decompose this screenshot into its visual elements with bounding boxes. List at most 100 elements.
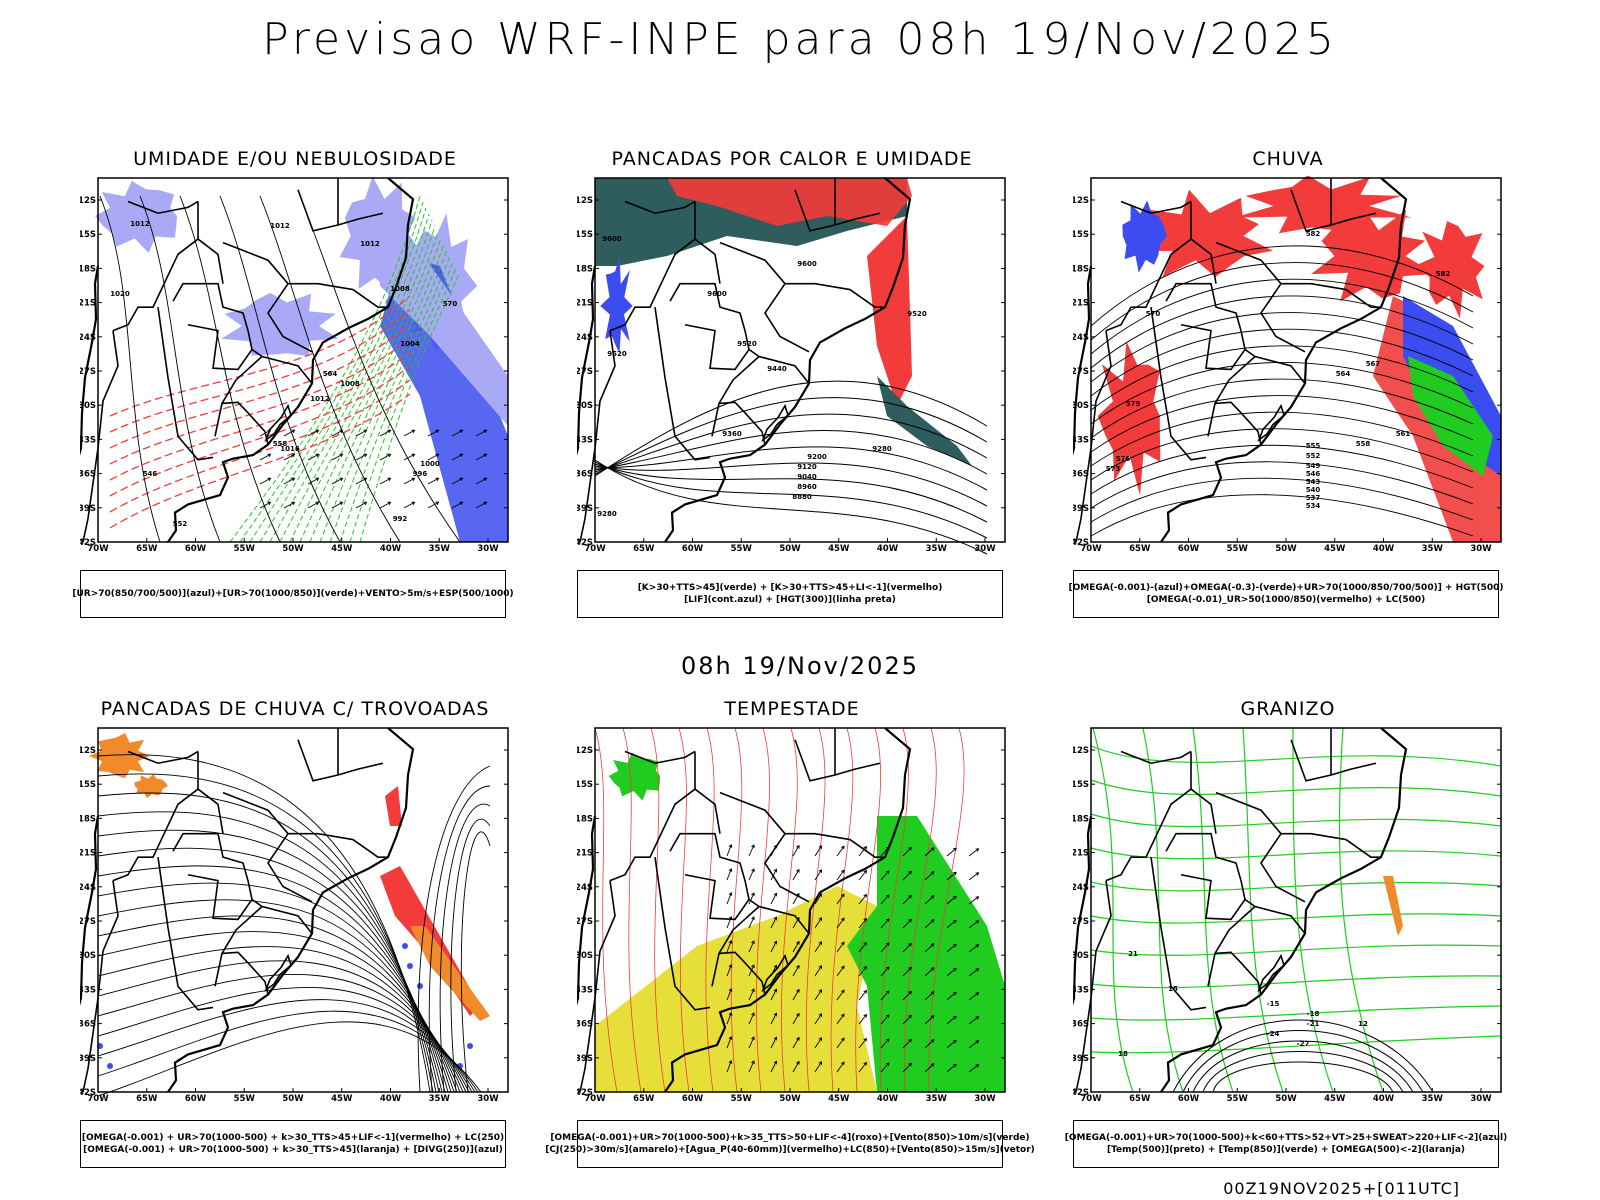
green-dashed-contour	[279, 225, 436, 543]
state-border	[719, 241, 851, 291]
panel-title: GRANIZO	[1240, 698, 1336, 720]
streamline	[97, 915, 458, 1093]
temp500-contour	[1212, 1061, 1394, 1093]
wind-vector	[968, 920, 979, 929]
wind-vector	[968, 1040, 979, 1049]
wind-vector	[924, 871, 935, 881]
wind-vector	[748, 964, 755, 977]
state-border	[261, 355, 313, 384]
lon-label: 70W	[1080, 544, 1102, 554]
lat-label: 12S	[80, 746, 96, 756]
precip-water-contour	[730, 727, 743, 1093]
state-border	[711, 905, 760, 987]
wind-vector	[880, 1014, 890, 1025]
lat-label: 27S	[577, 367, 593, 377]
lon-label: 30W	[974, 544, 996, 554]
wind-vector	[748, 1012, 755, 1025]
wind-vector	[748, 1036, 755, 1049]
wind-vector	[814, 893, 822, 905]
wind-vector	[841, 989, 845, 994]
wind-vector	[968, 1016, 979, 1025]
wind-vector	[946, 967, 957, 977]
wind-vector	[880, 1062, 890, 1073]
green-dashed-contour	[239, 201, 424, 543]
wind-vector	[863, 965, 868, 970]
panel-tempestade: TEMPESTADE 12S 15S 18S 21S 24S 27S 30S 33S 36S 39…	[545, 698, 1035, 1168]
wind-vector	[363, 429, 368, 434]
legend-line: [CJ(250)>30m/s](amarelo)+[Agua_P(40-60mm…	[545, 1145, 1035, 1155]
wind-vector	[902, 1063, 912, 1073]
contour-label: 570	[1146, 310, 1161, 318]
lat-label: 12S	[80, 196, 96, 206]
wind-vector	[818, 893, 822, 897]
lat-label: 27S	[1073, 367, 1089, 377]
lat-label: 30S	[1073, 951, 1089, 961]
wind-vector	[792, 941, 800, 953]
lon-label: 65W	[1129, 544, 1151, 554]
wind-vector	[858, 1062, 867, 1073]
streamline	[97, 999, 476, 1093]
wind-vector	[751, 868, 755, 873]
wind-vector	[726, 844, 732, 857]
wind-vector	[339, 501, 344, 506]
legend-line: [LIF](cont.azul) + [HGT(300)](linha pret…	[684, 595, 896, 605]
lon-label: 70W	[87, 544, 109, 554]
wind-vector	[841, 869, 845, 874]
legend-line: [OMEGA(-0.001) + UR>70(1000-500) + k>30_…	[83, 1145, 503, 1155]
wind-vector	[924, 943, 935, 953]
wind-vector	[726, 1012, 732, 1025]
wind-vector	[885, 870, 890, 875]
state-border	[112, 238, 224, 332]
lat-label: 18S	[1073, 814, 1089, 824]
wind-vector	[924, 967, 935, 977]
thickness-contour	[109, 365, 411, 497]
streamline	[97, 931, 461, 1093]
lat-label: 33S	[1073, 435, 1089, 445]
green-dashed-contour	[289, 231, 439, 543]
contour-label: 9200	[807, 453, 827, 461]
wind-vector	[946, 919, 957, 929]
temp850-contour	[1090, 975, 1502, 989]
wind-vector	[946, 991, 957, 1001]
contour-label: 9520	[607, 350, 627, 358]
legend-line: [Temp(500)](preto) + [Temp(850)](verde) …	[1106, 1145, 1466, 1155]
wind-vector	[411, 501, 416, 506]
wind-vector	[475, 501, 487, 509]
wind-vector	[863, 1061, 868, 1066]
wind-vector	[451, 453, 463, 461]
contour-label: 992	[393, 515, 408, 523]
wind-vector	[975, 992, 980, 996]
lon-label: 45W	[331, 1094, 353, 1104]
wind-vector	[728, 1060, 733, 1064]
hgt300-contour	[594, 462, 988, 507]
wind-vector	[459, 453, 464, 458]
legend-line: [OMEGA(-0.01)_UR>50(1000/850)(vermelho) …	[1146, 595, 1426, 605]
wind-vector	[379, 477, 391, 485]
wind-vector	[836, 1013, 845, 1025]
state-border	[267, 283, 313, 353]
wind-vector	[930, 943, 935, 947]
legend-line: [K>30+TTS>45](verde) + [K>30+TTS>45+LI<-…	[637, 583, 943, 593]
state-border	[718, 951, 766, 995]
wind-vector	[858, 918, 867, 929]
contour-label: 1012	[130, 220, 150, 228]
wind-vector	[841, 893, 845, 898]
lon-label: 35W	[429, 544, 451, 554]
wind-vector	[796, 988, 800, 993]
lat-label: 24S	[1073, 333, 1089, 343]
thickness-contour	[109, 323, 411, 449]
temp850-contour	[1092, 727, 1134, 1093]
wind-vector	[836, 917, 845, 929]
map-pancadas-calor: 9600 9600 9600 9520 9520 9440 9360 9280 9200 9120…	[577, 177, 1006, 555]
wind-vector	[283, 453, 295, 461]
wind-vector	[483, 477, 488, 482]
lat-label: 12S	[1073, 196, 1089, 206]
wind-vector	[796, 1012, 800, 1017]
wind850-area-green	[847, 816, 1005, 1092]
rain-area-red	[1132, 189, 1273, 277]
wind-vector	[975, 1040, 980, 1044]
wind-vector	[728, 964, 733, 968]
contour-label: 1012	[310, 395, 330, 403]
hgt500-contour	[1090, 345, 1474, 411]
lat-label: 42S	[577, 1088, 593, 1098]
